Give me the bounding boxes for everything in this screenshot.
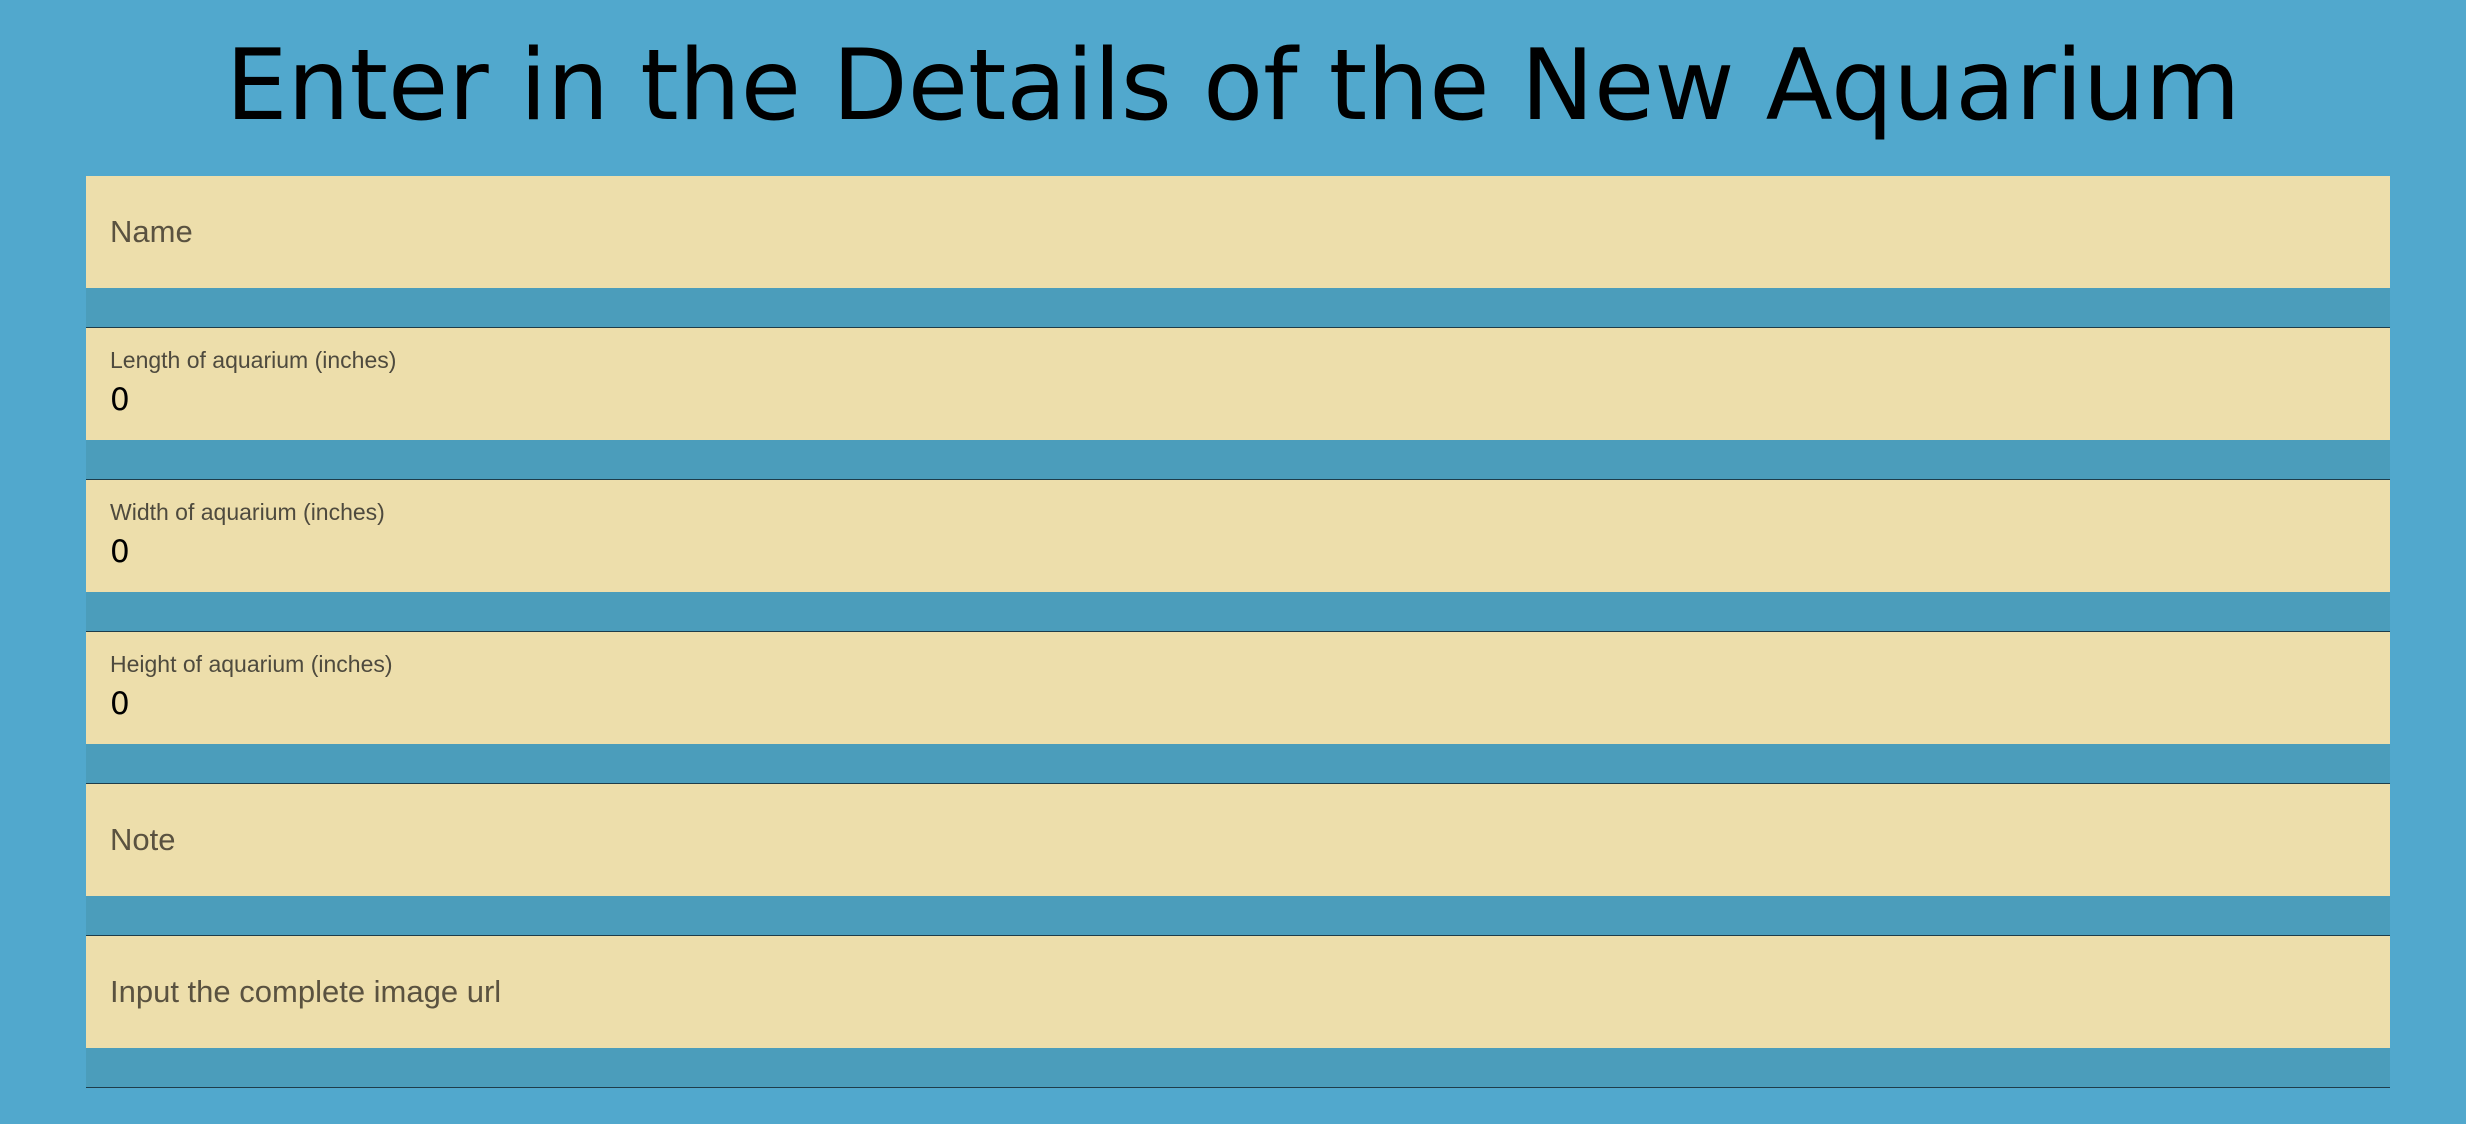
page-title: Enter in the Details of the New Aquarium: [225, 29, 2241, 143]
note-field[interactable]: Note: [86, 784, 2390, 936]
length-field[interactable]: Length of aquarium (inches) 0: [86, 328, 2390, 480]
image-url-placeholder: Input the complete image url: [110, 974, 502, 1009]
image-url-field[interactable]: Input the complete image url: [86, 936, 2390, 1088]
height-label: Height of aquarium (inches): [110, 651, 393, 677]
length-input[interactable]: Length of aquarium (inches) 0: [86, 328, 2390, 440]
height-field[interactable]: Height of aquarium (inches) 0: [86, 632, 2390, 784]
new-aquarium-form: Name Length of aquarium (inches) 0 Width…: [86, 176, 2390, 1088]
name-field[interactable]: Name: [86, 176, 2390, 328]
width-field[interactable]: Width of aquarium (inches) 0: [86, 480, 2390, 632]
note-placeholder: Note: [110, 822, 176, 857]
length-label: Length of aquarium (inches): [110, 347, 397, 373]
width-label: Width of aquarium (inches): [110, 499, 385, 525]
height-value[interactable]: 0: [110, 686, 130, 722]
image-url-input[interactable]: Input the complete image url: [86, 936, 2390, 1048]
note-input[interactable]: Note: [86, 784, 2390, 896]
name-input[interactable]: Name: [86, 176, 2390, 288]
width-value[interactable]: 0: [110, 534, 130, 570]
name-placeholder: Name: [110, 214, 193, 249]
length-value[interactable]: 0: [110, 382, 130, 418]
width-input[interactable]: Width of aquarium (inches) 0: [86, 480, 2390, 592]
height-input[interactable]: Height of aquarium (inches) 0: [86, 632, 2390, 744]
